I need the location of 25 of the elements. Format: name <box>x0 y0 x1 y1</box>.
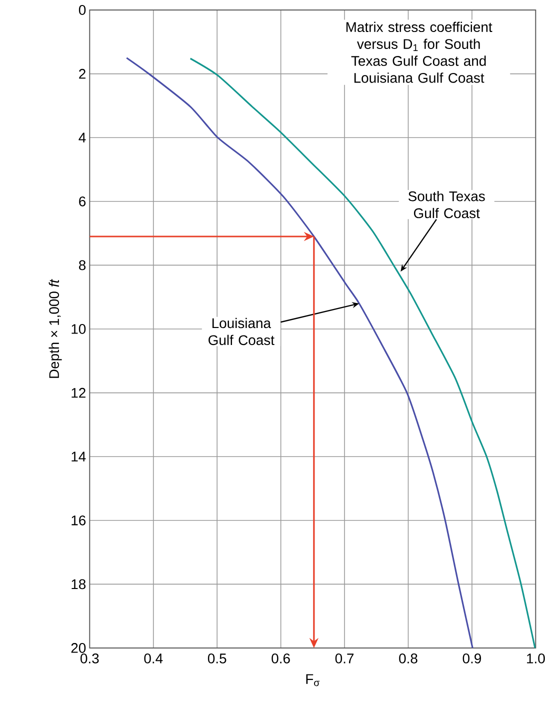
y-tick-label: 16 <box>72 515 86 526</box>
y-tick-label: 4 <box>78 132 86 142</box>
y-tick-label: 8 <box>78 260 86 270</box>
y-tick-label: 18 <box>72 579 86 590</box>
x-tick-label: 0.9 <box>462 654 481 664</box>
y-axis-title: Depth × 1,000 ft <box>48 278 62 378</box>
y-tick-label: 0 <box>78 5 86 15</box>
x-tick-label: 0.3 <box>80 654 99 664</box>
x-tick-label: 1.0 <box>527 654 545 664</box>
annotation: Louisiana Gulf Coast <box>208 318 274 346</box>
y-tick-label: 12 <box>72 388 86 398</box>
y-tick-label: 2 <box>79 68 86 79</box>
x-tick-label: 0.5 <box>208 654 226 664</box>
line-series <box>190 58 536 648</box>
y-tick-label: 14 <box>72 452 86 462</box>
x-axis-title: F$_{σ}$ <box>306 674 320 686</box>
y-tick-label: 10 <box>72 324 86 334</box>
y-tick-label: 6 <box>79 196 86 206</box>
y-tick-label: 20 <box>71 643 86 653</box>
text: Matrix stress coefficient versus D$_{1}$ for South Texas Gulf Coast and Louisiana Gulf Coast <box>346 22 492 83</box>
x-tick-label: 0.7 <box>335 654 354 664</box>
x-tick-label: 0.4 <box>144 654 163 664</box>
annotation: South Texas Gulf Coast <box>408 190 485 218</box>
x-tick-label: 0.8 <box>399 654 418 664</box>
x-tick-label: 0.6 <box>272 654 290 664</box>
